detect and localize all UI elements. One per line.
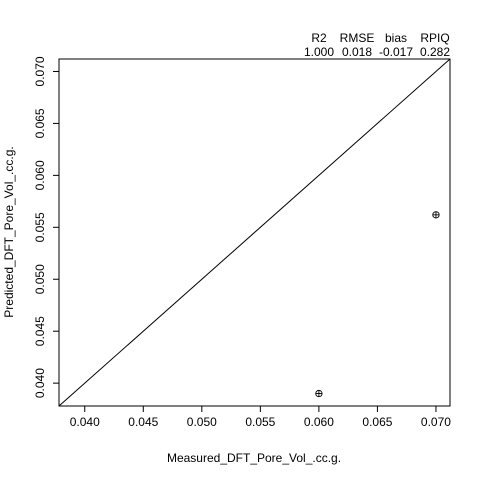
y-axis-title: Predicted_DFT_Pore_Vol_.cc.g. xyxy=(2,146,16,317)
stats-header: bias xyxy=(385,31,407,45)
stats-value: 0.282 xyxy=(420,45,450,59)
stats-header: R2 xyxy=(311,31,327,45)
x-tick-label: 0.045 xyxy=(128,415,158,429)
y-tick-label: 0.065 xyxy=(33,108,47,138)
reference-line-1-to-1 xyxy=(58,58,451,407)
x-tick-label: 0.055 xyxy=(245,415,275,429)
y-tick-label: 0.060 xyxy=(33,160,47,190)
stats-value: -0.017 xyxy=(379,45,413,59)
data-point xyxy=(432,211,440,219)
x-tick-label: 0.050 xyxy=(187,415,217,429)
stats-header: RMSE xyxy=(340,31,375,45)
x-tick-label: 0.040 xyxy=(70,415,100,429)
x-tick-label: 0.065 xyxy=(362,415,392,429)
x-tick-label: 0.070 xyxy=(421,415,451,429)
plot-frame xyxy=(58,58,451,407)
y-tick-label: 0.070 xyxy=(33,56,47,86)
x-tick-label: 0.060 xyxy=(304,415,334,429)
stats-value: 1.000 xyxy=(304,45,334,59)
y-tick-label: 0.045 xyxy=(33,316,47,346)
data-point xyxy=(315,389,323,398)
y-tick-label: 0.055 xyxy=(33,212,47,242)
y-tick-label: 0.050 xyxy=(33,264,47,294)
stats-value: 0.018 xyxy=(342,45,372,59)
y-tick-label: 0.040 xyxy=(33,368,47,398)
x-axis-title: Measured_DFT_Pore_Vol_.cc.g. xyxy=(167,451,341,465)
stats-header: RPIQ xyxy=(420,31,449,45)
